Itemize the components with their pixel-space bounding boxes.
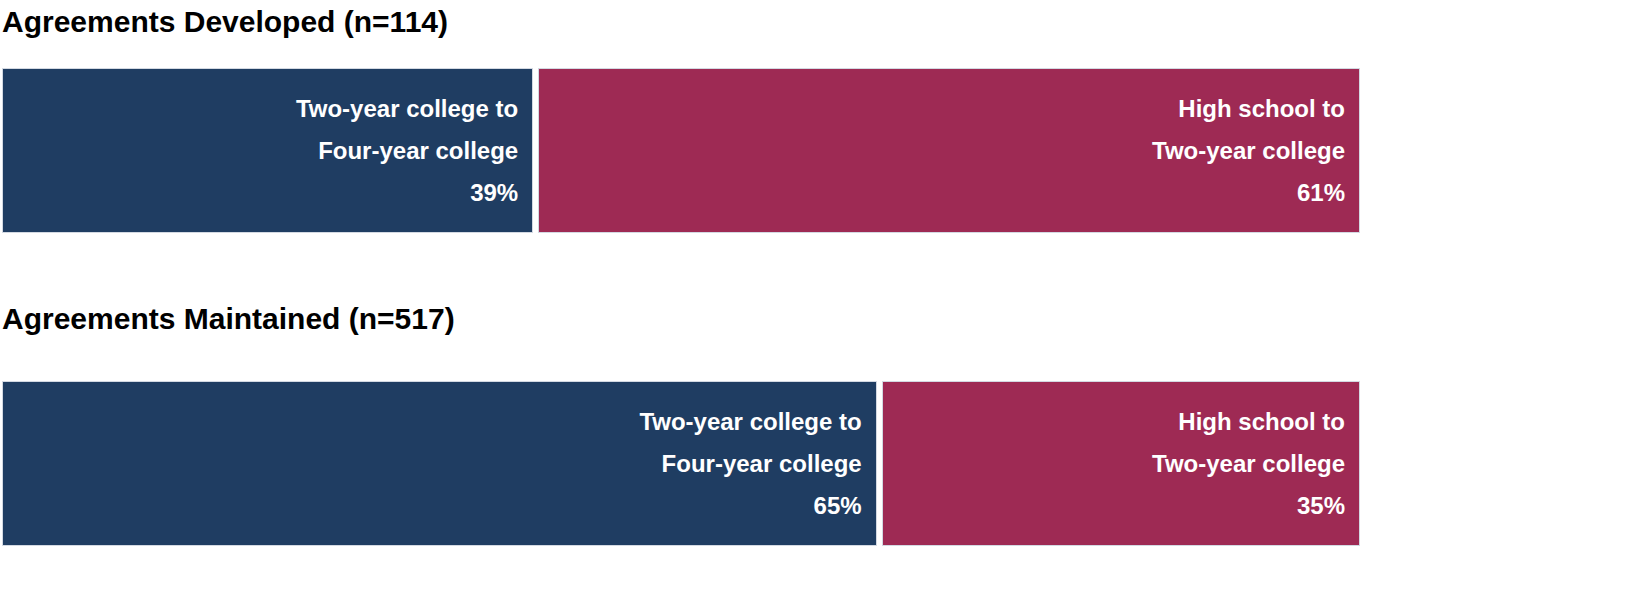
segment-label-line2: Two-year college xyxy=(1152,443,1345,485)
segment-value-label: 35% xyxy=(1297,485,1345,527)
stacked-bar-maintained: Two-year college to Four-year college 65… xyxy=(2,381,1360,546)
bar-segment-maintained-highschool-to-two-year: High school to Two-year college 35% xyxy=(882,381,1360,546)
bar-segment-developed-highschool-to-two-year: High school to Two-year college 61% xyxy=(538,68,1360,233)
segment-label-line1: High school to xyxy=(1178,88,1345,130)
segment-value-label: 39% xyxy=(470,172,518,214)
chart-agreements-developed: Agreements Developed (n=114) Two-year co… xyxy=(2,4,1360,233)
segment-label-line2: Four-year college xyxy=(318,130,518,172)
chart-page: Agreements Developed (n=114) Two-year co… xyxy=(0,0,1632,614)
segment-label-line1: Two-year college to xyxy=(296,88,518,130)
segment-value-label: 65% xyxy=(814,485,862,527)
chart-title-developed: Agreements Developed (n=114) xyxy=(2,4,1360,40)
segment-label-line2: Four-year college xyxy=(662,443,862,485)
chart-agreements-maintained: Agreements Maintained (n=517) Two-year c… xyxy=(2,301,1360,546)
segment-value-label: 61% xyxy=(1297,172,1345,214)
chart-title-maintained: Agreements Maintained (n=517) xyxy=(2,301,1360,337)
bar-segment-developed-two-to-four-year: Two-year college to Four-year college 39… xyxy=(2,68,533,233)
segment-label-line1: High school to xyxy=(1178,401,1345,443)
segment-label-line1: Two-year college to xyxy=(639,401,861,443)
segment-label-line2: Two-year college xyxy=(1152,130,1345,172)
bar-segment-maintained-two-to-four-year: Two-year college to Four-year college 65… xyxy=(2,381,877,546)
stacked-bar-developed: Two-year college to Four-year college 39… xyxy=(2,68,1360,233)
